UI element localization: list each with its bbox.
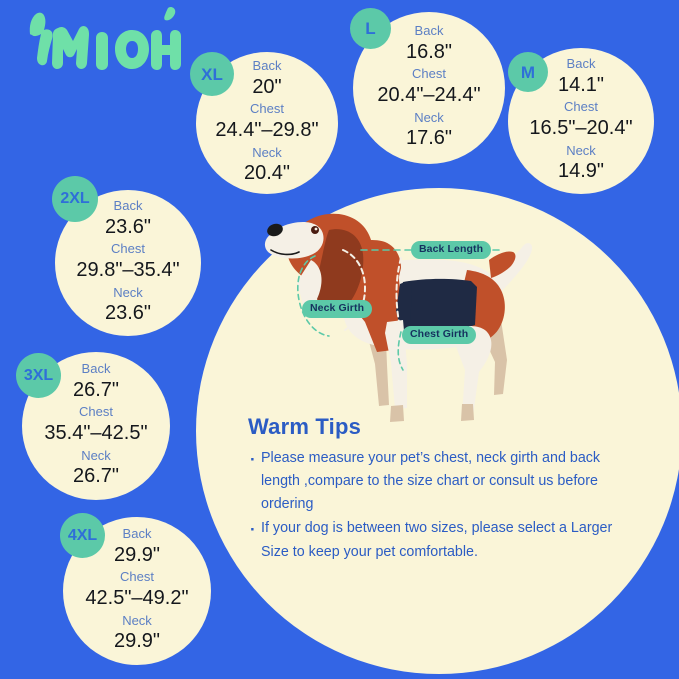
dog-illustration	[253, 198, 593, 438]
chest-label: Chest	[412, 66, 446, 82]
neck-value: 17.6"	[405, 127, 453, 150]
warm-tips-title: Warm Tips	[248, 414, 362, 439]
back-value: 26.7"	[72, 379, 120, 402]
back-value: 14.1"	[557, 74, 605, 97]
chest-value: 42.5"–49.2"	[85, 587, 189, 610]
neck-label: Neck	[414, 109, 444, 125]
neck-girth-label: Neck Girth	[302, 300, 373, 318]
neck-label: Neck	[252, 144, 282, 160]
neck-label: Neck	[113, 284, 143, 300]
chest-value: 29.8"–35.4"	[76, 259, 180, 282]
size-badge-3xl: 3XL	[16, 353, 61, 398]
chest-value: 20.4"–24.4"	[377, 84, 481, 107]
neck-label: Neck	[122, 612, 152, 628]
back-label: Back	[81, 361, 111, 377]
back-label: Back	[122, 526, 152, 542]
back-length-label: Back Length	[411, 241, 492, 259]
chest-value: 35.4"–42.5"	[44, 422, 148, 445]
warm-tips-block: Warm Tips Please measure your pet’s ches…	[248, 414, 640, 565]
back-label: Back	[113, 198, 143, 214]
size-badge-4xl: 4XL	[60, 513, 105, 558]
chest-label: Chest	[564, 99, 598, 115]
size-badge-2xl: 2XL	[52, 176, 98, 222]
neck-label: Neck	[81, 447, 111, 463]
size-bubble-xl: Back 20" Chest 24.4"–29.8" Neck 20.4"	[196, 52, 338, 194]
back-value: 23.6"	[104, 216, 152, 239]
chest-value: 16.5"–20.4"	[529, 117, 633, 140]
chest-label: Chest	[120, 569, 154, 585]
chest-label: Chest	[250, 101, 284, 117]
neck-label: Neck	[566, 142, 596, 158]
back-label: Back	[414, 23, 444, 39]
size-badge-xl: XL	[190, 52, 234, 96]
warm-tip-item: Please measure your pet’s chest, neck gi…	[248, 446, 640, 516]
chest-girth-label: Chest Girth	[402, 326, 477, 344]
chest-label: Chest	[79, 404, 113, 420]
neck-value: 23.6"	[104, 302, 152, 325]
warm-tip-item: If your dog is between two sizes, please…	[248, 516, 640, 563]
size-bubble-l: Back 16.8" Chest 20.4"–24.4" Neck 17.6"	[353, 12, 505, 164]
back-value: 29.9"	[113, 544, 161, 567]
brand-logo	[18, 4, 188, 76]
size-badge-l: L	[350, 8, 391, 49]
back-label: Back	[566, 56, 596, 72]
neck-value: 26.7"	[72, 465, 120, 488]
size-badge-m: M	[508, 52, 548, 92]
neck-value: 20.4"	[243, 162, 291, 185]
back-value: 16.8"	[405, 41, 453, 64]
chest-value: 24.4"–29.8"	[215, 119, 319, 142]
back-value: 20"	[252, 76, 282, 99]
back-label: Back	[252, 58, 282, 74]
neck-value: 14.9"	[557, 160, 605, 183]
chest-label: Chest	[111, 241, 145, 257]
neck-value: 29.9"	[113, 630, 161, 653]
